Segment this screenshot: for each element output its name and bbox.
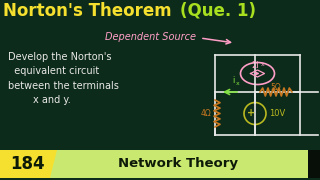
- Text: x: x: [236, 81, 240, 86]
- FancyBboxPatch shape: [0, 150, 320, 178]
- Polygon shape: [50, 150, 308, 178]
- Text: Dependent Source: Dependent Source: [105, 32, 196, 42]
- Text: 5Ω: 5Ω: [271, 83, 281, 92]
- Polygon shape: [0, 150, 60, 178]
- Text: 4Ω: 4Ω: [201, 109, 212, 118]
- Text: 184: 184: [10, 155, 44, 173]
- Text: (Que. 1): (Que. 1): [180, 2, 256, 20]
- Text: 2i: 2i: [252, 60, 259, 69]
- Text: Develop the Norton's
  equivalent circuit
between the terminals
        x and y.: Develop the Norton's equivalent circuit …: [8, 52, 119, 105]
- Text: 10V: 10V: [269, 109, 285, 118]
- Text: x: x: [260, 62, 264, 66]
- Text: +: +: [247, 109, 255, 118]
- Text: Network Theory: Network Theory: [118, 158, 238, 170]
- Text: Norton's Theorem: Norton's Theorem: [3, 2, 177, 20]
- Text: i: i: [232, 76, 234, 85]
